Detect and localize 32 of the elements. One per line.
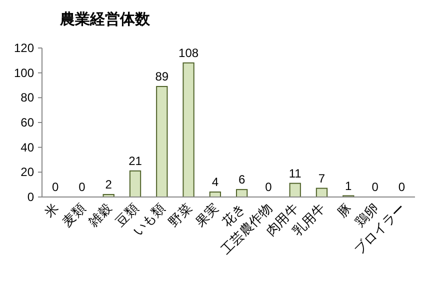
y-tick-label: 100: [14, 66, 34, 80]
bar: [289, 182, 301, 198]
data-label: 4: [212, 175, 219, 190]
x-tick-label: 雑穀: [86, 200, 115, 230]
y-tick-label: 120: [14, 41, 34, 55]
bar: [129, 170, 142, 198]
data-label: 11: [288, 166, 302, 180]
data-label: 0: [398, 180, 406, 194]
data-label: 0: [52, 180, 59, 194]
data-label: 0: [372, 180, 379, 194]
x-tick-label: 豚: [334, 200, 355, 220]
data-label: 0: [78, 180, 86, 194]
x-tick-label: 野菜: [166, 200, 195, 230]
x-tick-label: 米: [42, 200, 62, 220]
data-label: 2: [105, 178, 112, 192]
bar: [156, 86, 168, 198]
x-tick-label: 果実: [192, 200, 222, 230]
data-label: 0: [265, 180, 272, 194]
y-tick-label: 40: [20, 140, 34, 154]
y-tick-label: 20: [20, 165, 34, 180]
data-label: 7: [318, 171, 326, 186]
data-label: 6: [238, 172, 246, 187]
y-tick-label: 80: [20, 90, 34, 105]
data-label: 89: [155, 69, 169, 84]
chart-title: 農業経営体数: [59, 11, 151, 28]
bar: [182, 62, 194, 198]
y-tick-label: 0: [27, 190, 34, 204]
x-tick-label: 麦類: [59, 200, 88, 230]
data-label: 1: [345, 178, 352, 193]
data-label: 108: [178, 46, 199, 60]
data-label: 21: [128, 154, 142, 168]
y-tick-label: 60: [20, 116, 34, 130]
